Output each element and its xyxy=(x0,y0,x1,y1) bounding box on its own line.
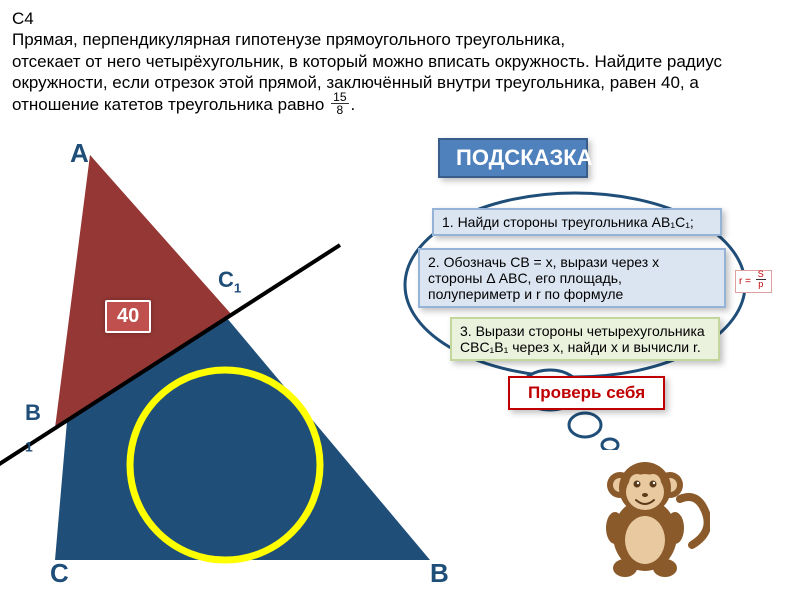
ratio-den: 8 xyxy=(331,104,348,116)
problem-line-1: Прямая, перпендикулярная гипотенузе прям… xyxy=(12,30,565,49)
check-button[interactable]: Проверь себя xyxy=(508,376,665,410)
ratio-fraction: 15 8 xyxy=(331,91,348,116)
segment-length-badge: 40 xyxy=(105,300,151,333)
problem-line-2: отсекает от него четырёхугольник, в кото… xyxy=(12,52,722,114)
hint-step-1[interactable]: 1. Найди стороны треугольника AB₁C₁; xyxy=(432,208,722,236)
problem-title: С4 xyxy=(12,8,772,29)
problem-text: С4 Прямая, перпендикулярная гипотенузе п… xyxy=(12,8,772,118)
monkey-illustration xyxy=(580,450,710,580)
formula-tag: r = Sp xyxy=(735,270,772,293)
hint-button[interactable]: ПОДСКАЗКА xyxy=(438,138,588,178)
hint-step-3[interactable]: 3. Вырази стороны четырехугольника CBC₁B… xyxy=(450,317,720,361)
problem-period: . xyxy=(351,95,356,114)
hint-step-2[interactable]: 2. Обозначь CB = x, вырази через x сторо… xyxy=(418,248,726,308)
